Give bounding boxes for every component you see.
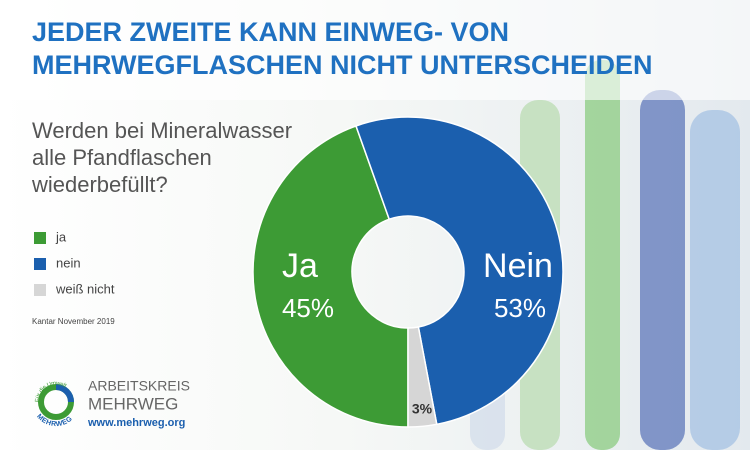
donut-slice	[355, 116, 564, 426]
slice-name: Nein	[483, 247, 553, 285]
slice-name: Ja	[282, 247, 318, 285]
donut-slice	[407, 326, 438, 428]
donut-slice	[252, 125, 409, 428]
question: alle Pfandflaschen	[32, 145, 212, 170]
legend-swatch	[34, 232, 46, 244]
legend-swatch	[34, 258, 46, 270]
source: Kantar November 2019	[32, 317, 115, 326]
question: Werden bei Mineralwasser	[32, 118, 292, 143]
legend-label: weiß nicht	[55, 281, 115, 296]
legend-label: nein	[56, 255, 81, 270]
data-label: 45%	[282, 293, 334, 323]
logo-text: MEHRWEG	[88, 394, 178, 413]
question: wiederbefüllt?	[31, 172, 168, 197]
logo-ring	[55, 384, 74, 403]
data-label: 53%	[494, 293, 546, 323]
data-label: 3%	[412, 401, 433, 417]
legend-label: ja	[55, 229, 67, 244]
legend-swatch	[34, 284, 46, 296]
title: JEDER ZWEITE KANN EINWEG- VON	[32, 17, 509, 47]
title: MEHRWEGFLASCHEN NICHT UNTERSCHEIDEN	[32, 50, 653, 80]
logo-text: ARBEITSKREIS	[88, 378, 190, 394]
logo-url: www.mehrweg.org	[87, 417, 185, 429]
title-band	[0, 0, 750, 100]
